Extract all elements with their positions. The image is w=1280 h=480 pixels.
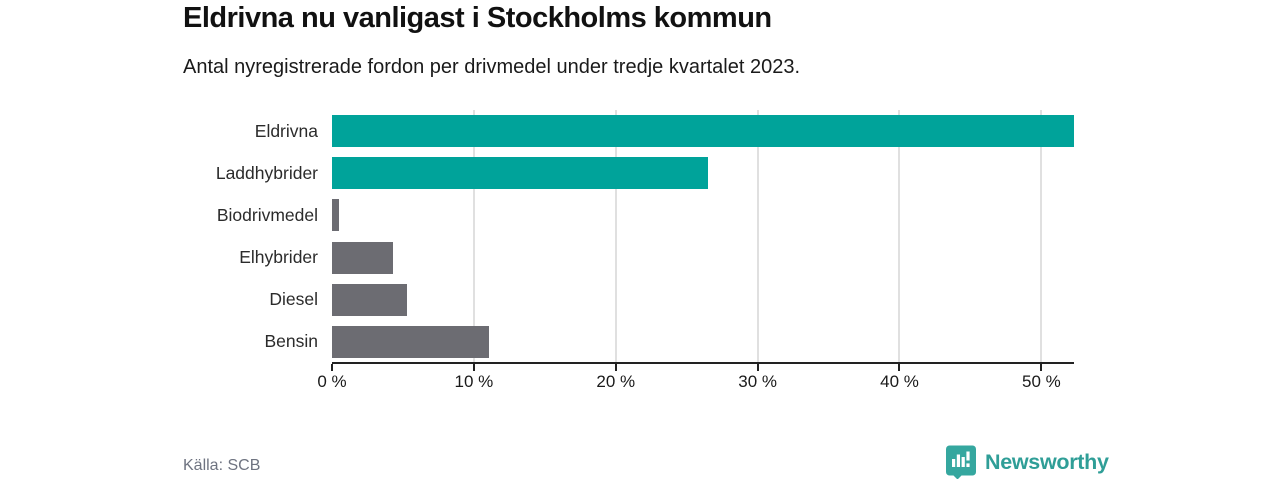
category-label-biodrivmedel: Biodrivmedel — [216, 204, 318, 225]
y-axis-category-labels: Eldrivna Laddhybrider Biodrivmedel Elhybrid… — [143, 110, 318, 363]
x-tick-20 — [614, 364, 617, 371]
x-tick-50 — [1040, 364, 1043, 371]
bar-chart-plot-area — [332, 110, 1074, 363]
x-tick-label-50: 50 % — [1021, 372, 1061, 391]
x-tick-label-10: 10 % — [454, 372, 494, 391]
bar-eldrivna — [332, 115, 1074, 148]
x-tick-40 — [898, 364, 901, 371]
x-tick-label-20: 20 % — [596, 372, 636, 391]
gridline-30 — [756, 110, 759, 363]
brand-logo: Newsworthy — [946, 445, 1109, 480]
category-label-diesel: Diesel — [269, 289, 318, 310]
bar-chart-pin-icon — [946, 445, 977, 480]
chart-subtitle: Antal nyregistrerade fordon per drivmede… — [183, 56, 801, 78]
category-label-laddhybrider: Laddhybrider — [215, 162, 318, 183]
x-tick-label-40: 40 % — [880, 372, 919, 391]
x-tick-0 — [331, 364, 333, 371]
bar-laddhybrider — [332, 157, 708, 190]
x-axis-line — [332, 362, 1074, 364]
x-tick-label-30: 30 % — [738, 372, 777, 391]
x-tick-10 — [472, 364, 475, 371]
gridline-20 — [614, 110, 617, 363]
brand-wordmark: Newsworthy — [985, 449, 1109, 474]
bar-biodrivmedel — [332, 199, 340, 232]
x-tick-label-0: 0 % — [317, 372, 347, 391]
chart-title: Eldrivna nu vanligast i Stockholms kommu… — [183, 2, 772, 34]
gridline-10 — [472, 110, 475, 363]
bar-bensin — [332, 325, 490, 358]
gridline-50 — [1040, 110, 1043, 363]
gridline-40 — [898, 110, 901, 363]
source-note: Källa: SCB — [183, 457, 261, 474]
category-label-bensin: Bensin — [264, 331, 318, 352]
bar-diesel — [332, 283, 408, 316]
bar-elhybrider — [332, 241, 393, 274]
category-label-elhybrider: Elhybrider — [239, 247, 318, 268]
x-tick-30 — [756, 364, 759, 371]
category-label-eldrivna: Eldrivna — [254, 120, 318, 141]
